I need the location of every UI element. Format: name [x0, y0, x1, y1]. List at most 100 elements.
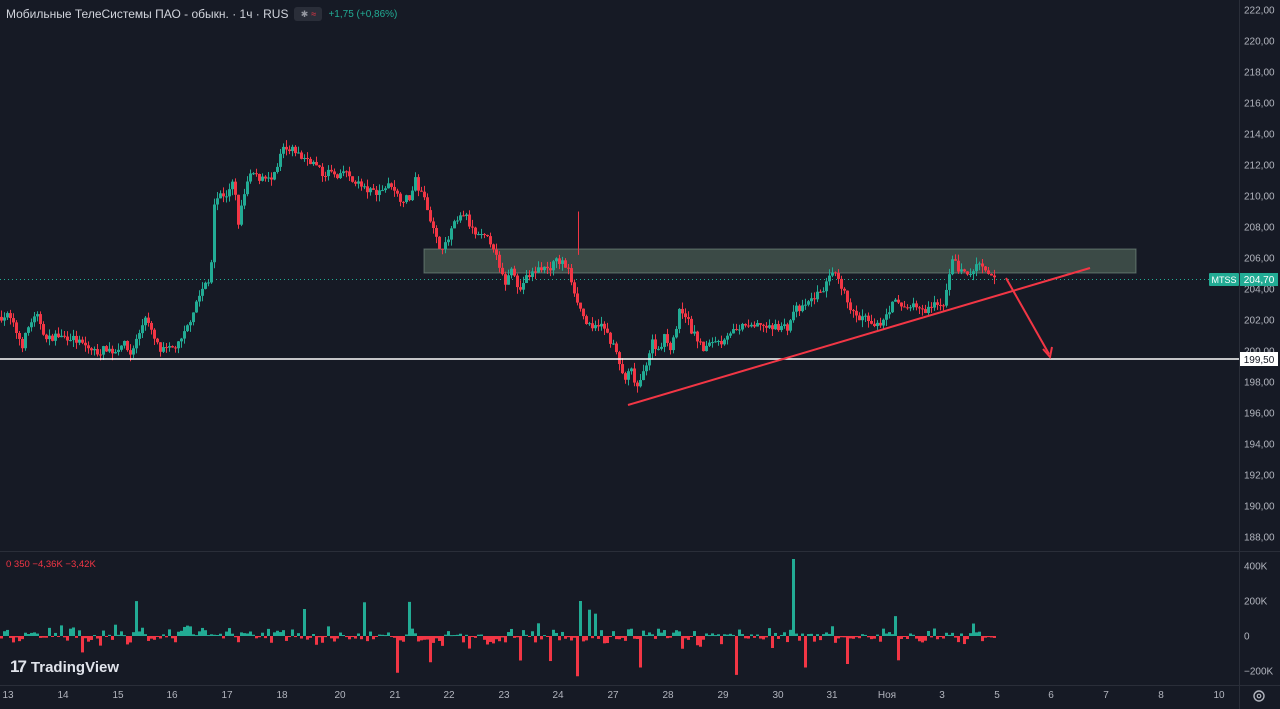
- volume-bar: [48, 627, 51, 636]
- volume-bar: [435, 636, 438, 639]
- volume-bar: [219, 633, 222, 636]
- volume-bar: [411, 628, 414, 636]
- volume-bar: [936, 636, 939, 640]
- volume-legend: 0 350 −4,36K −3,42K: [6, 559, 96, 570]
- candle-body: [615, 343, 618, 353]
- volume-bar: [285, 636, 288, 641]
- volume-bar: [948, 634, 951, 636]
- volume-bar: [534, 636, 537, 643]
- volume-bar: [699, 636, 702, 647]
- volume-bar: [987, 636, 990, 638]
- volume-bar: [459, 633, 462, 636]
- down-arrow-icon[interactable]: [1005, 277, 1053, 360]
- candle-body: [411, 190, 414, 201]
- price-tick-label: 214,00: [1244, 130, 1275, 141]
- volume-bar: [108, 634, 111, 636]
- candle-body: [450, 228, 453, 240]
- volume-bar: [336, 636, 339, 639]
- candle-body: [759, 323, 762, 325]
- volume-bar: [600, 630, 603, 636]
- symbol-title[interactable]: Мобильные ТелеСистемы ПАО - обыкн. · 1ч …: [6, 7, 289, 21]
- candle-body: [573, 282, 576, 294]
- candle-body: [687, 317, 690, 319]
- volume-bar: [621, 636, 624, 638]
- volume-bar: [852, 636, 855, 639]
- candle-body: [357, 181, 360, 184]
- volume-bar: [264, 636, 267, 639]
- volume-bar: [6, 629, 9, 636]
- volume-bar: [117, 634, 120, 636]
- volume-bar: [972, 623, 975, 636]
- candle-body: [18, 333, 21, 339]
- candle-body: [465, 214, 468, 216]
- candle-body: [927, 306, 930, 314]
- candle-body: [147, 317, 150, 323]
- price-tick-label: 218,00: [1244, 68, 1275, 79]
- candle-body: [603, 323, 606, 329]
- time-tick-label: 22: [443, 690, 455, 701]
- volume-bar: [240, 632, 243, 636]
- support-tag-value: 199,50: [1244, 355, 1275, 366]
- price-tick-label: 212,00: [1244, 161, 1275, 172]
- volume-bar: [504, 636, 507, 643]
- candle-body: [3, 317, 6, 321]
- candle-body: [150, 322, 153, 330]
- candle-body: [441, 248, 444, 250]
- candle-body: [702, 341, 705, 352]
- volume-axis[interactable]: 400K 200K 0 −200K: [1244, 562, 1274, 678]
- candle-body: [354, 181, 357, 184]
- price-tick-label: 190,00: [1244, 502, 1275, 513]
- volume-bar: [894, 616, 897, 636]
- volume-bar: [267, 628, 270, 636]
- volume-bar: [105, 636, 108, 637]
- volume-bar: [726, 634, 729, 636]
- candle-body: [378, 190, 381, 195]
- volume-bar: [279, 632, 282, 636]
- volume-bar: [177, 631, 180, 636]
- volume-bar: [315, 636, 318, 645]
- volume-series[interactable]: [0, 559, 996, 677]
- volume-bar: [834, 636, 837, 643]
- candle-body: [879, 322, 882, 326]
- volume-bar: [309, 636, 312, 638]
- candle-body: [198, 295, 201, 302]
- volume-bar: [846, 636, 849, 664]
- time-axis[interactable]: 13 14 15 16 17 18 20 21 22 23 24 27 28 29 30 31 Ноя 3 5 6 7 8…: [2, 690, 1225, 701]
- tradingview-logo-icon: 17: [10, 657, 27, 676]
- volume-bar: [414, 633, 417, 636]
- volume-bar: [657, 628, 660, 636]
- resistance-zone[interactable]: [423, 248, 1137, 274]
- volume-bar: [627, 629, 630, 636]
- candle-body: [765, 325, 768, 328]
- candlestick-series[interactable]: [0, 140, 996, 393]
- volume-bar: [180, 630, 183, 636]
- candle-body: [696, 331, 699, 342]
- candle-body: [273, 172, 276, 180]
- candle-body: [969, 274, 972, 276]
- candle-body: [405, 195, 408, 203]
- tradingview-logo[interactable]: 17 TradingView: [10, 657, 119, 677]
- candle-body: [258, 173, 261, 181]
- candle-body: [828, 275, 831, 282]
- status-flag[interactable]: ✱ ≈: [294, 7, 323, 21]
- volume-bar: [3, 631, 6, 636]
- candle-body: [117, 349, 120, 352]
- volume-bar: [510, 628, 513, 636]
- candle-body: [96, 349, 99, 355]
- candle-body: [360, 181, 363, 187]
- volume-bar: [618, 636, 621, 640]
- candle-body: [777, 324, 780, 331]
- candle-body: [540, 267, 543, 271]
- candle-body: [960, 269, 963, 272]
- volume-bar: [735, 636, 738, 675]
- gear-icon[interactable]: [1253, 690, 1265, 702]
- volume-bar: [957, 636, 960, 643]
- volume-bar: [738, 629, 741, 636]
- candle-body: [705, 345, 708, 352]
- volume-bar: [546, 636, 549, 637]
- candle-body: [528, 275, 531, 277]
- candle-body: [192, 312, 195, 323]
- volume-bar: [477, 634, 480, 636]
- candle-body: [909, 307, 912, 309]
